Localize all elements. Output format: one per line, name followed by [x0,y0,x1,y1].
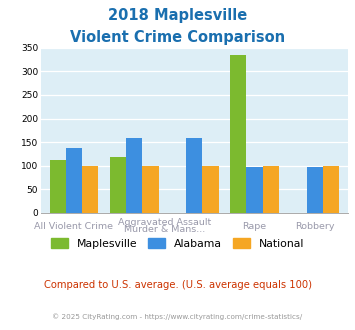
Text: Robbery: Robbery [295,222,334,231]
Bar [307,167,323,213]
Text: Murder & Mans...: Murder & Mans... [124,225,205,234]
Bar [230,55,246,213]
Text: 2018 Maplesville: 2018 Maplesville [108,8,247,23]
Bar [126,138,142,213]
Text: Aggravated Assault: Aggravated Assault [118,218,211,227]
Bar [82,166,98,213]
Bar [202,166,219,213]
Bar [142,166,159,213]
Bar [186,138,202,213]
Text: All Violent Crime: All Violent Crime [34,222,114,231]
Text: Compared to U.S. average. (U.S. average equals 100): Compared to U.S. average. (U.S. average … [44,280,311,290]
Legend: Maplesville, Alabama, National: Maplesville, Alabama, National [51,238,304,249]
Text: © 2025 CityRating.com - https://www.cityrating.com/crime-statistics/: © 2025 CityRating.com - https://www.city… [53,314,302,320]
Bar [246,167,263,213]
Text: Violent Crime Comparison: Violent Crime Comparison [70,30,285,45]
Bar [110,157,126,213]
Bar [263,166,279,213]
Bar [66,148,82,213]
Text: Rape: Rape [242,222,267,231]
Bar [50,160,66,213]
Bar [323,166,339,213]
